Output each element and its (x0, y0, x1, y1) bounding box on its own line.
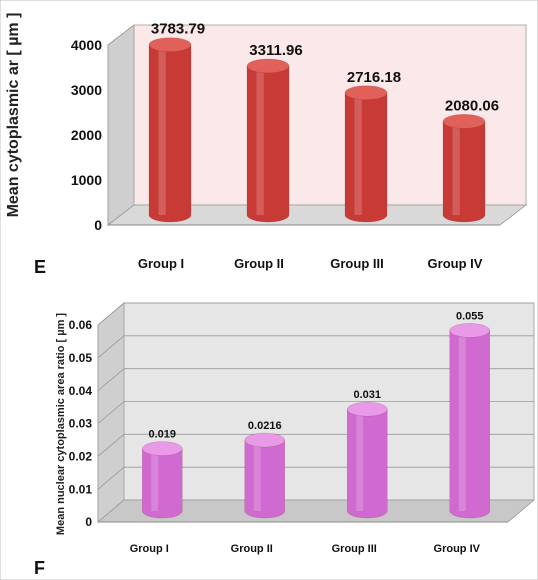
chart-panel-e: 3783.79 3311.96 2716.18 2080.06 0 1000 2000 30… (5, 13, 528, 277)
y-tick-label: 0.06 (69, 318, 93, 332)
data-label: 0.055 (456, 310, 484, 322)
chart-f-data-labels: 0.019 0.0216 0.031 0.055 (148, 310, 483, 440)
y-tick-label: 0.04 (69, 384, 93, 398)
chart-f-y-ticks: 0 0.01 0.02 0.03 0.04 0.05 0.06 (69, 318, 93, 529)
bar (244, 432, 285, 519)
gridline (97, 335, 534, 359)
chart-f-x-labels: Group I Group II Group III Group IV (130, 543, 481, 555)
chart-f-bars (142, 323, 490, 519)
chart-f-y-axis-label: Mean nuclear cytoplasmic area ratio [ µm… (55, 313, 67, 535)
chart-e-panel-letter: E (34, 257, 46, 277)
gridline (97, 368, 534, 391)
bar-body (442, 121, 486, 223)
x-tick-label: Group II (234, 256, 284, 271)
bar-highlight (356, 409, 364, 511)
bar (142, 441, 183, 519)
bar-highlight (253, 440, 261, 511)
bar-highlight (458, 330, 466, 511)
chart-e-data-labels: 3783.79 3311.96 2716.18 2080.06 (151, 21, 499, 115)
x-tick-label: Group III (332, 543, 377, 555)
bar-body (148, 44, 192, 223)
bar-highlight (354, 92, 362, 215)
x-tick-label: Group I (138, 256, 184, 271)
x-tick-label: Group IV (428, 256, 483, 271)
bar-body (244, 439, 285, 519)
data-label: 3311.96 (249, 42, 302, 59)
chart-e-bars (148, 37, 486, 223)
bar-body (344, 92, 388, 223)
y-tick-label: 3000 (71, 82, 102, 98)
gridline (97, 302, 534, 326)
data-label: 3783.79 (151, 21, 205, 38)
gridline (97, 401, 534, 424)
y-tick-label: 0.01 (69, 482, 93, 496)
bar-highlight (158, 44, 166, 216)
y-tick-label: 0.02 (69, 450, 93, 464)
bar-body (142, 448, 183, 519)
chart-e-y-ticks: 0 1000 2000 3000 4000 (71, 37, 102, 233)
y-tick-label: 0.03 (69, 417, 93, 431)
bar-body (449, 330, 490, 519)
bar-body (246, 65, 290, 223)
x-tick-label: Group IV (434, 543, 481, 555)
bar-body (347, 409, 388, 519)
bar (246, 58, 290, 223)
data-label: 0.0216 (248, 420, 282, 432)
chart-e-y-axis-label: Mean cytoplasmic ar [ µm ] (5, 13, 22, 218)
bar-top (244, 432, 285, 448)
bar-top (246, 58, 290, 74)
x-tick-label: Group III (330, 256, 383, 271)
y-tick-label: 2000 (71, 127, 102, 143)
chart-f-floor (96, 499, 536, 523)
bar-top (449, 323, 490, 338)
data-label: 0.019 (148, 429, 176, 441)
bar (449, 323, 490, 519)
y-tick-label: 4000 (71, 37, 102, 53)
bar-highlight (452, 121, 460, 215)
bar-top (142, 441, 183, 456)
bar-highlight (256, 65, 264, 216)
y-tick-label: 0 (94, 217, 102, 233)
gridline (97, 433, 534, 457)
data-label: 0.031 (353, 389, 381, 401)
e-side-wall (107, 24, 135, 226)
bar (442, 114, 486, 223)
y-tick-label: 1000 (71, 172, 102, 188)
data-label: 2716.18 (347, 69, 401, 86)
bar-top (442, 114, 486, 129)
bar-top (148, 37, 192, 52)
chart-e-floor (106, 204, 528, 226)
chart-e-x-labels: Group I Group II Group III Group IV (138, 256, 483, 271)
x-tick-label: Group II (231, 543, 273, 555)
bar-highlight (151, 448, 159, 511)
gridline (97, 466, 534, 490)
bar-top (347, 402, 388, 417)
y-tick-label: 0.05 (69, 351, 93, 365)
x-tick-label: Group I (130, 543, 169, 555)
bar (347, 402, 388, 519)
bar-top (344, 85, 388, 100)
y-tick-label: 0 (85, 515, 92, 529)
bar (344, 85, 388, 223)
chart-f-panel-letter: F (34, 558, 45, 578)
data-label: 2080.06 (445, 97, 499, 114)
bar (148, 37, 192, 223)
